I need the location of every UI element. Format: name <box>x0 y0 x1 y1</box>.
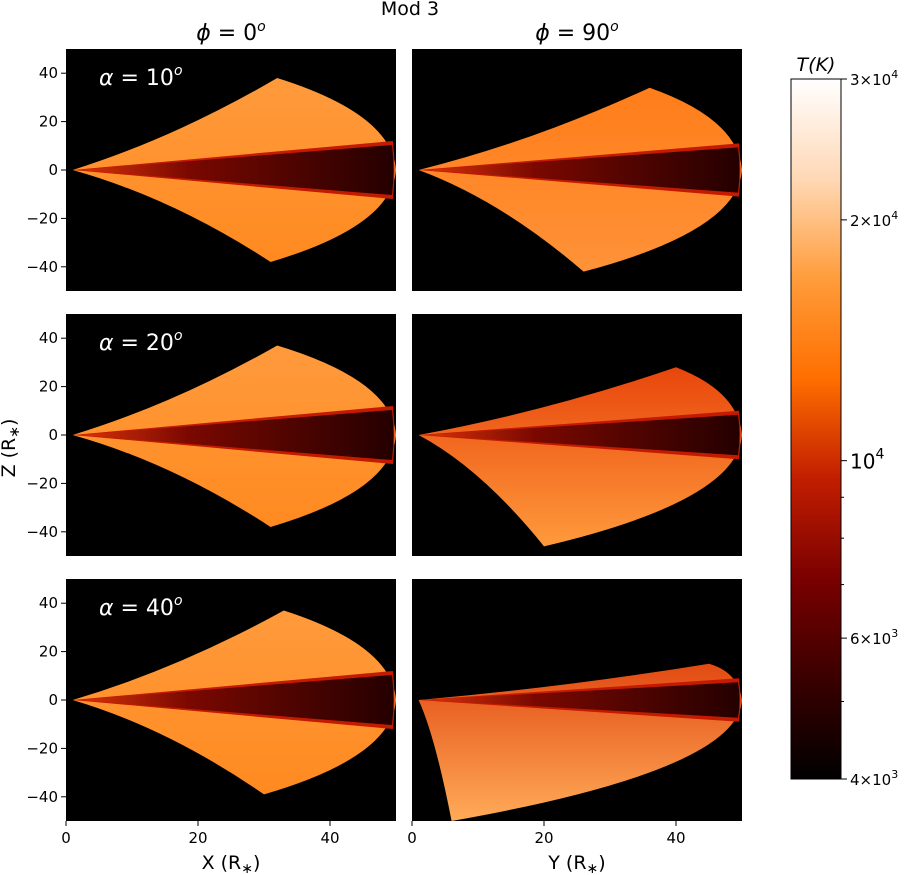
x-tick-label: 0 <box>61 829 71 847</box>
y-tick-label: −40 <box>26 523 58 541</box>
x-axes: 0 20 40 X (R∗) 0 20 40 Y (R∗) <box>61 821 686 875</box>
x-axis-label-0: X (R∗) <box>202 852 261 875</box>
y-tick: −20 <box>26 209 66 227</box>
y-tick-label: 0 <box>48 161 58 179</box>
colorbar-tick-label: 4×103 <box>850 768 898 789</box>
colorbar-tick: 2×104 <box>841 209 898 230</box>
y-tick-label: 0 <box>48 691 58 709</box>
x-tick-label: 20 <box>188 829 207 847</box>
y-tick: −20 <box>26 739 66 757</box>
x-tick: 20 <box>188 821 208 847</box>
y-tick: −20 <box>26 474 66 492</box>
alpha-label-2: α = 40o <box>99 593 183 621</box>
x-tick: 0 <box>407 821 417 847</box>
disk-wedge <box>424 147 740 193</box>
wind-envelope <box>418 367 742 547</box>
x-tick: 0 <box>61 821 71 847</box>
y-tick: −40 <box>26 788 66 806</box>
y-tick: 40 <box>39 329 66 347</box>
y-axis-label: Z (R∗) <box>0 419 23 478</box>
x-tick: 40 <box>320 821 340 847</box>
alpha-label-0: α = 10o <box>99 63 183 91</box>
x-tick-label: 40 <box>666 829 685 847</box>
y-tick: 40 <box>39 64 66 82</box>
disk-wedge <box>424 682 740 718</box>
colorbar-tick: 104 <box>841 447 884 474</box>
y-tick-label: 0 <box>48 426 58 444</box>
panel-0-0: α = 10o <box>66 49 396 291</box>
panel-0-1 <box>412 49 742 291</box>
x-tick-label: 20 <box>534 829 553 847</box>
y-tick-label: 20 <box>39 378 58 396</box>
x-axis-label-1: Y (R∗) <box>547 852 605 875</box>
colorbar-tick-label: 6×103 <box>850 627 898 648</box>
disk-wedge <box>78 674 394 726</box>
y-tick: 0 <box>48 426 66 444</box>
alpha-label-1: α = 20o <box>99 328 183 356</box>
disk-wedge <box>78 409 394 461</box>
colorbar-tick: 4×103 <box>841 768 898 789</box>
x-tick: 40 <box>666 821 686 847</box>
panel-1-1 <box>412 314 742 556</box>
y-tick-label: 20 <box>39 643 58 661</box>
colorbar-tick-label: 3×104 <box>850 68 898 89</box>
disk-wedge <box>424 414 740 456</box>
panel-2-0: α = 40o <box>66 579 396 821</box>
column-titles: ϕ = 0o ϕ = 90o <box>196 19 619 46</box>
column-title-0: ϕ = 0o <box>196 19 266 46</box>
y-tick: 20 <box>39 113 66 131</box>
y-tick-label: −40 <box>26 258 58 276</box>
panel-2-1 <box>412 579 742 821</box>
y-tick-label: 40 <box>39 329 58 347</box>
y-tick: 0 <box>48 691 66 709</box>
x-tick-label: 0 <box>407 829 417 847</box>
disk-wedge <box>78 144 394 196</box>
panel-grid: α = 10o α = 20o α = 40o <box>66 49 742 821</box>
panel-1-0: α = 20o <box>66 314 396 556</box>
x-tick-label: 40 <box>320 829 339 847</box>
x-tick: 20 <box>534 821 554 847</box>
y-tick-label: 40 <box>39 594 58 612</box>
y-tick-label: 20 <box>39 113 58 131</box>
colorbar-tick-label: 2×104 <box>850 209 898 230</box>
colorbar-tick-label: 104 <box>850 447 884 474</box>
y-axis-label-sub: ∗ <box>7 426 23 438</box>
y-tick-label: −20 <box>26 474 58 492</box>
y-tick-label: −40 <box>26 788 58 806</box>
y-tick: 20 <box>39 378 66 396</box>
y-tick: 0 <box>48 161 66 179</box>
y-tick: −40 <box>26 523 66 541</box>
y-tick: 40 <box>39 594 66 612</box>
y-tick-label: −20 <box>26 739 58 757</box>
y-axes: 40 20 0 −20 −40 40 20 0 −20 −40 40 20 0 −20 −40 <box>26 64 66 806</box>
y-tick: 20 <box>39 643 66 661</box>
colorbar-gradient <box>790 78 842 780</box>
figure-title: Mod 3 <box>381 0 439 20</box>
y-tick: −40 <box>26 258 66 276</box>
colorbar: T(K) 3×104 2×104 104 6×103 4×103 <box>790 54 898 789</box>
column-title-1: ϕ = 90o <box>535 19 619 46</box>
colorbar-label: T(K) <box>797 54 836 76</box>
y-tick-label: 40 <box>39 64 58 82</box>
colorbar-tick: 3×104 <box>841 68 898 89</box>
y-tick-label: −20 <box>26 209 58 227</box>
colorbar-tick: 6×103 <box>841 627 898 648</box>
